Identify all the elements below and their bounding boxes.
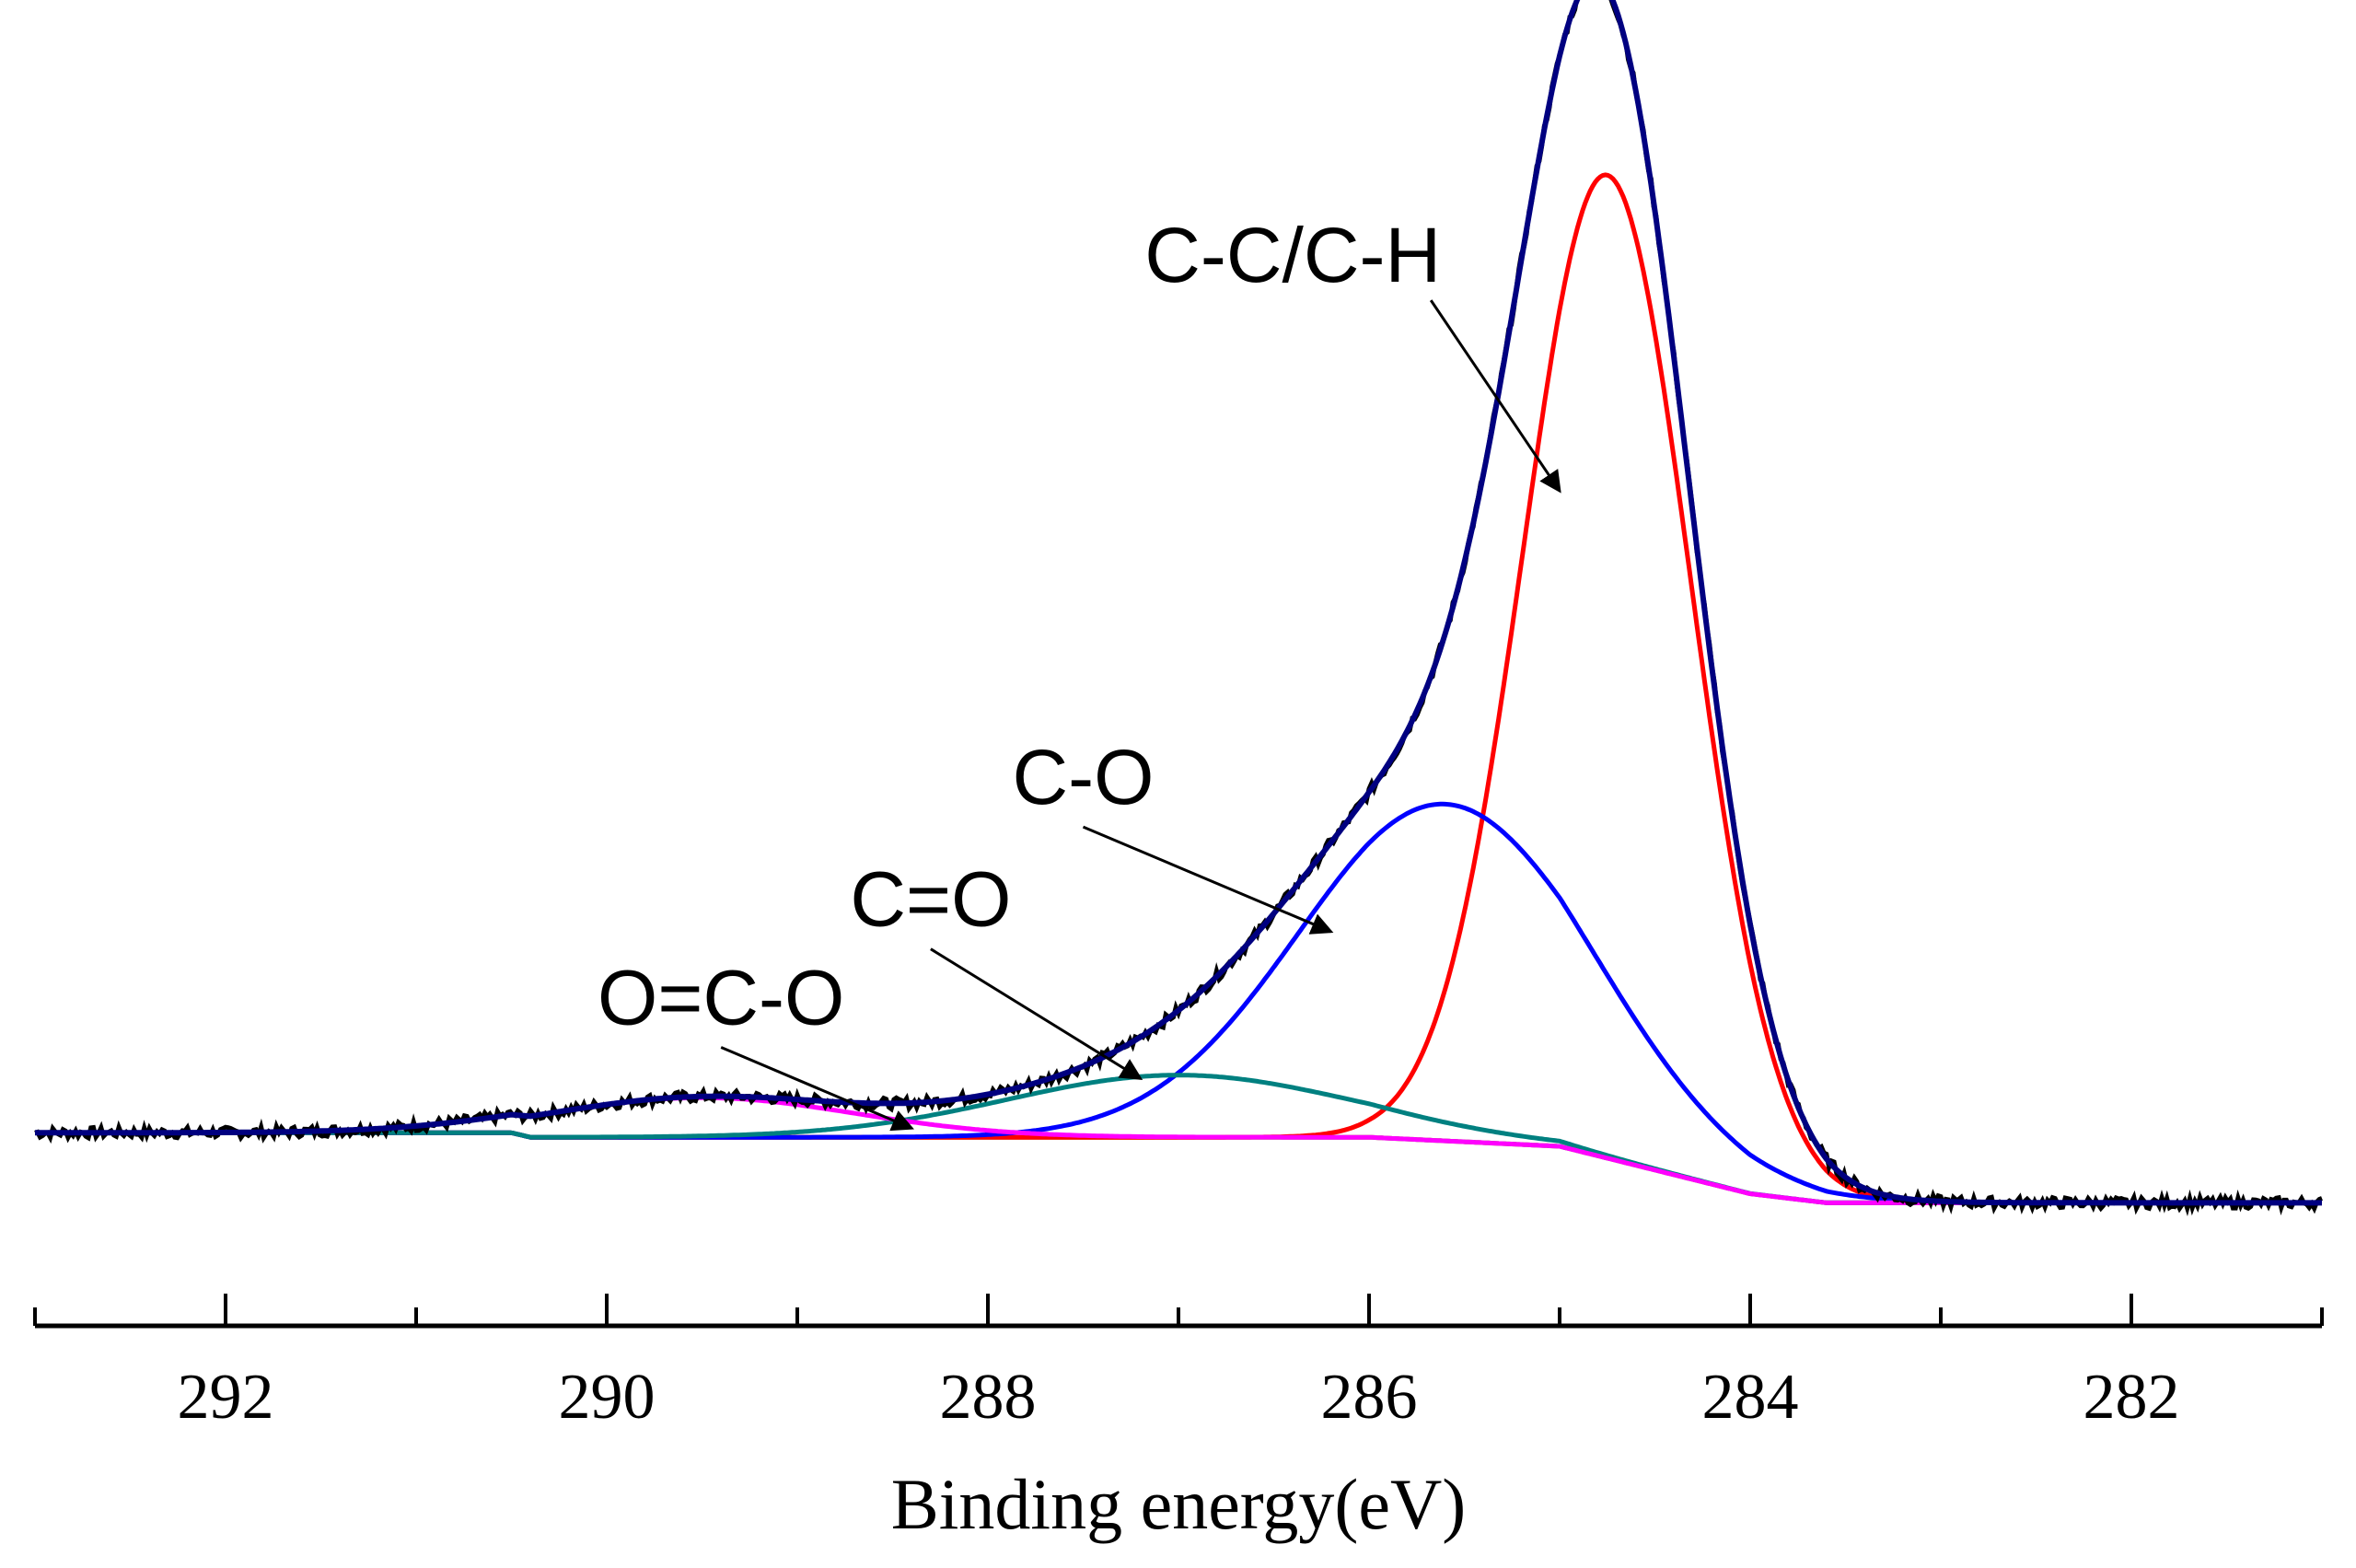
- x-axis: 292 290 288 286 284 282 Binding energy(eV): [33, 1294, 2324, 1544]
- annotation-arrow-o-c-o: [720, 1046, 914, 1132]
- x-axis-tick-labels: 292 290 288 286 284 282: [178, 1362, 2180, 1433]
- annotation-arrow-c-o: [1082, 825, 1334, 935]
- x-tick-label: 284: [1702, 1362, 1799, 1433]
- spectrum-curves: [34, 0, 2323, 1216]
- x-axis-title: Binding energy(eV): [891, 1464, 1467, 1544]
- peak-annotations: C-C/C-H C-OC=OO=C-O: [598, 212, 1561, 1132]
- x-axis-ticks: [33, 1294, 2324, 1326]
- x-tick-label: 290: [559, 1362, 656, 1433]
- x-tick-label: 292: [178, 1362, 274, 1433]
- annotation-label-o-c-o: O=C-O: [598, 954, 844, 1040]
- x-tick-label: 286: [1321, 1362, 1418, 1433]
- annotation-label-c-o: C-O: [1013, 734, 1155, 820]
- x-tick-label: 288: [940, 1362, 1037, 1433]
- annotation-label-c-o: C=O: [850, 856, 1011, 943]
- annotation-arrow-c-o: [930, 947, 1143, 1080]
- x-tick-label: 282: [2083, 1362, 2180, 1433]
- annotation-arrow-c-c-c-h: [1429, 299, 1561, 494]
- series-envelope: [35, 0, 2322, 1206]
- annotation-label-c-c-c-h: C-C/C-H: [1144, 212, 1441, 298]
